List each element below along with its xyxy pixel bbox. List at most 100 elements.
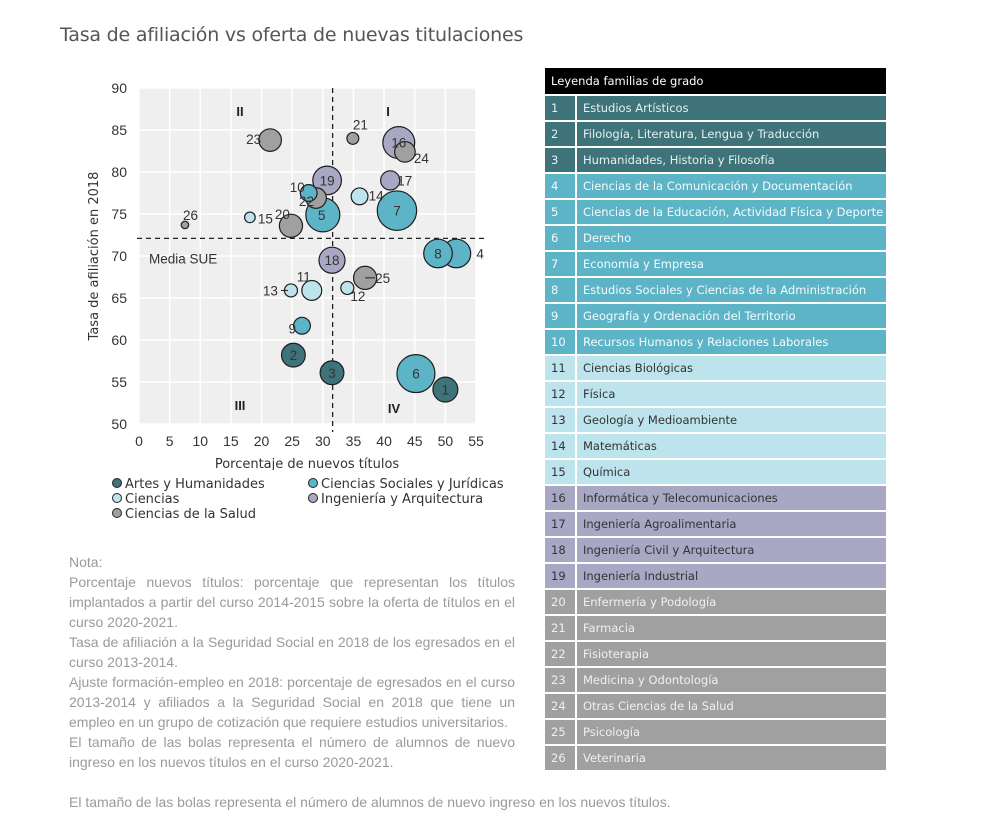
row-label: Ingeniería Agroalimentaria [583,517,737,531]
bubble-label-15: 15 [258,211,273,226]
row-number: 19 [545,564,577,588]
bubble-6 [396,354,436,394]
y-axis-ticks: 50 55 60 65 70 75 80 85 90 [111,80,127,432]
bubble-20 [278,213,304,238]
row-label: Economía y Empresa [583,257,704,271]
bubble-label-2: 2 [290,348,298,363]
quadrant-label: III [235,398,246,413]
bubble-14 [350,187,369,206]
row-number: 17 [545,512,577,536]
legend-dot-icon [308,493,318,503]
row-number: 16 [545,486,577,510]
bubble-label-10: 10 [290,180,305,195]
y-tick-label: 90 [111,80,127,96]
chart-title: Tasa de afiliación vs oferta de nuevas t… [60,24,524,46]
row-number: 13 [545,408,577,432]
x-tick-label: 35 [346,433,362,449]
notes: Nota: Porcentaje nuevos títulos: porcent… [69,552,671,810]
row-number: 5 [545,200,577,224]
row-number: 11 [545,356,577,380]
bubble-label-11: 11 [297,269,311,284]
x-tick-label: 45 [407,433,423,449]
y-tick-label: 50 [111,416,127,432]
legend-item: Artes y Humanidades [112,477,265,492]
y-tick-label: 65 [111,290,127,306]
row-label: Ciencias de la Comunicación y Documentac… [583,179,853,193]
bubble-18 [318,246,346,274]
bubble-label-19: 19 [320,173,335,188]
legend-dot-icon [112,508,122,518]
bubble-8 [423,238,453,269]
legend-table-row: 17 Ingeniería Agroalimentaria [545,510,886,536]
legend-table-row: 7 Economía y Empresa [545,250,886,276]
bubble-7 [376,190,418,231]
bubble-2 [280,342,306,368]
legend-table-row: 18 Ingeniería Civil y Arquitectura [545,536,886,562]
row-label: Recursos Humanos y Relaciones Laborales [583,335,829,349]
row-label: Filología, Literatura, Lengua y Traducci… [583,127,820,141]
legend-table-row: 4 Ciencias de la Comunicación y Documenta… [545,172,886,198]
legend-dot-icon [308,478,318,488]
legend-label: Ciencias [125,492,180,507]
row-number: 14 [545,434,577,458]
bubble-label-1: 1 [442,383,450,398]
bubble-17 [380,170,401,191]
row-label: Medicina y Odontología [583,673,719,687]
legend-table-row: 19 Ingeniería Industrial [545,562,886,588]
x-tick-label: 30 [315,433,331,449]
legend-table-row: 11 Ciencias Biológicas [545,354,886,380]
bubble-label-4: 4 [476,246,484,261]
legend-table-row: 23 Medicina y Odontología [545,666,886,692]
legend-label: Ciencias de la Salud [125,507,256,522]
row-number: 7 [545,252,577,276]
row-number: 15 [545,460,577,484]
x-tick-label: 10 [192,433,208,449]
row-label: Matemáticas [583,439,657,453]
row-label: Psicología [583,725,641,739]
y-tick-label: 80 [111,164,127,180]
family-legend-table: Leyenda familias de grado 1 Estudios Artí… [545,68,886,770]
x-axis-ticks: 0 5 10 15 20 25 30 35 40 45 50 55 [135,433,484,449]
row-number: 1 [545,96,577,120]
bubbles: 1234567891011121314151617181920212223242… [180,117,484,403]
legend-table-row: 2 Filología, Literatura, Lengua y Traducc… [545,120,886,146]
legend-label: Ciencias Sociales y Jurídicas [321,477,504,492]
legend-table-row: 24 Otras Ciencias de la Salud [545,692,886,718]
row-label: Enfermería y Podología [583,595,717,609]
row-label: Informática y Telecomunicaciones [583,491,778,505]
row-label: Química [583,465,631,479]
notes-heading: Nota: [69,554,103,570]
row-number: 18 [545,538,577,562]
legend-table-row: 22 Fisioterapia [545,640,886,666]
row-label: Farmacia [583,621,635,635]
bubble-label-20: 20 [275,207,290,222]
row-label: Humanidades, Historia y Filosofía [583,153,775,167]
note-paragraph: Tasa de afiliación a la Seguridad Social… [69,634,515,670]
legend-dot-icon [112,493,122,503]
legend-table-row: 15 Química [545,458,886,484]
bubble-label-23: 23 [246,132,261,147]
row-number: 22 [545,642,577,666]
legend-table-header: Leyenda familias de grado [545,68,886,94]
row-number: 4 [545,174,577,198]
row-number: 8 [545,278,577,302]
row-label: Geología y Medioambiente [583,413,738,427]
bubble-label-14: 14 [369,188,385,203]
row-number: 26 [545,746,577,770]
legend-table-row: 16 Informática y Telecomunicaciones [545,484,886,510]
row-number: 2 [545,122,577,146]
x-tick-label: 50 [438,433,454,449]
bubble-label-6: 6 [412,367,420,382]
bubble-label-22: 22 [299,194,314,209]
x-tick-label: 5 [166,433,174,449]
bubble-15 [243,211,256,224]
row-label: Derecho [583,231,632,245]
legend-dot-icon [112,478,122,488]
bubble-1 [432,376,459,403]
legend-table-row: 25 Psicología [545,718,886,744]
row-label: Veterinaria [583,751,646,765]
x-tick-label: 15 [223,433,239,449]
row-label: Estudios Sociales y Ciencias de la Admin… [583,283,867,297]
legend-label: Ingeniería y Arquitectura [321,492,484,507]
